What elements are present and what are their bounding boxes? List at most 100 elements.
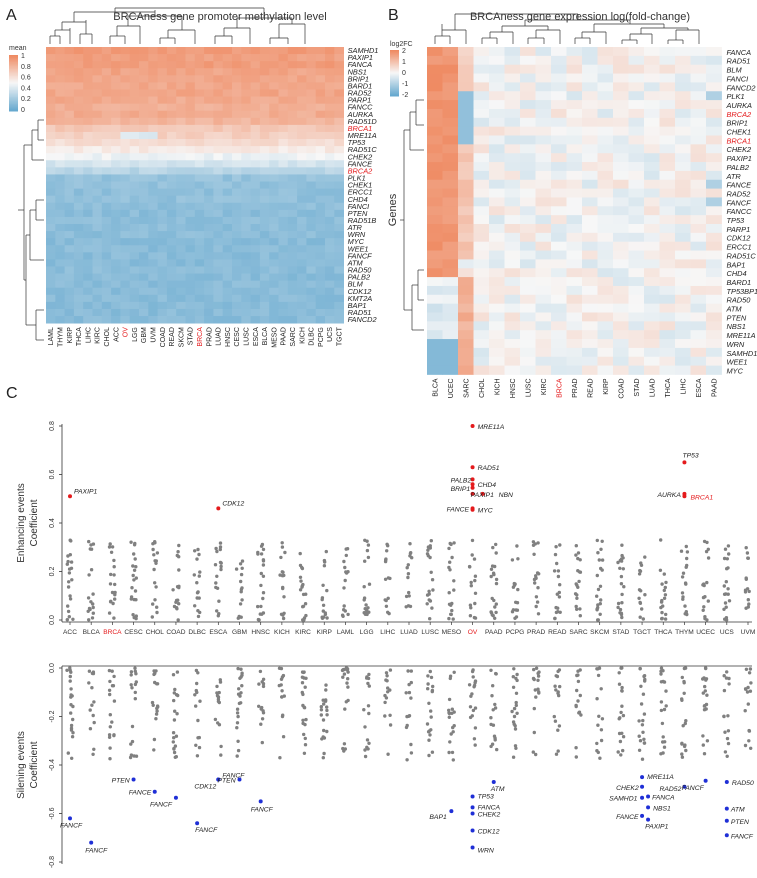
c-bottom-grey-point	[152, 748, 156, 752]
heatmap-b-cell	[597, 215, 614, 225]
legend-b-swatch	[390, 74, 399, 76]
heatmap-a-cell	[297, 224, 307, 232]
legend-a-swatch	[9, 77, 18, 80]
heatmap-b-cell	[613, 55, 629, 66]
c-bottom-grey-point	[173, 709, 177, 713]
c-top-grey-point	[300, 584, 304, 588]
heatmap-a-cell	[73, 75, 84, 83]
heatmap-a-cell	[73, 96, 84, 105]
heatmap-a-cell	[148, 202, 158, 211]
heatmap-a-cell	[46, 280, 56, 289]
heatmap-b-cell	[582, 162, 598, 172]
heatmap-b-cell	[473, 153, 490, 163]
heatmap-a-cell	[213, 202, 224, 211]
panel-a-column-labels: LAML THYM KIRP THCA LIHC KIRC CHOL ACC OV LGG GBM U…	[48, 326, 343, 347]
heatmap-a-cell	[232, 131, 242, 140]
heatmap-a-cell	[111, 252, 121, 260]
c-bottom-grey-point	[511, 685, 516, 689]
heatmap-a-column-label: LUSC	[243, 327, 250, 346]
heatmap-a-cell	[259, 266, 270, 274]
heatmap-b-cell	[442, 144, 459, 154]
heatmap-a-cell	[185, 294, 196, 303]
heatmap-b-cell	[597, 126, 614, 136]
c-top-grey-point	[597, 558, 601, 562]
heatmap-a-cell	[64, 82, 75, 90]
legend-a-swatch	[9, 104, 18, 106]
heatmap-a-cell	[101, 117, 112, 126]
c-bottom-grey-point	[595, 667, 600, 671]
c-top-grey-point	[637, 588, 642, 592]
heatmap-a-cell	[232, 202, 242, 211]
heatmap-a-column-label: KIRC	[95, 327, 102, 344]
c-bottom-grey-point	[619, 666, 623, 670]
panel-letter-c: C	[6, 385, 18, 402]
c-bottom-grey-point	[69, 726, 74, 730]
heatmap-b-cell	[644, 330, 660, 340]
heatmap-a-cell	[250, 75, 261, 83]
c-top-grey-point	[321, 603, 326, 607]
heatmap-a-cell	[315, 209, 326, 218]
c-top-grey-point	[132, 597, 136, 602]
heatmap-a-cell	[111, 224, 121, 232]
heatmap-b-cell	[427, 321, 443, 331]
heatmap-b-cell	[427, 188, 443, 198]
heatmap-a-cell	[232, 252, 242, 260]
heatmap-a-cell	[204, 139, 214, 147]
heatmap-a-cell	[101, 54, 112, 62]
c-top-grey-point	[452, 588, 456, 592]
heatmap-a-cell	[101, 252, 112, 260]
heatmap-b-cell	[706, 126, 722, 136]
c-bottom-grey-point	[363, 754, 368, 759]
c-top-grey-point	[239, 587, 244, 592]
heatmap-b-cell	[628, 153, 645, 163]
heatmap-a-row-label: AURKA	[347, 110, 374, 119]
c-bottom-grey-point	[172, 691, 176, 695]
heatmap-a-cell	[194, 174, 205, 182]
heatmap-a-cell	[204, 68, 214, 76]
c-bottom-grey-point	[150, 700, 155, 705]
heatmap-a-column-label: BLCA	[262, 327, 269, 346]
heatmap-a-cell	[129, 96, 140, 105]
heatmap-a-cell	[315, 75, 326, 83]
heatmap-a-cell	[46, 216, 56, 225]
heatmap-a-cell	[129, 117, 140, 126]
heatmap-a-cell	[213, 294, 224, 303]
panel-c-points	[65, 424, 753, 850]
heatmap-a-cell	[101, 68, 112, 76]
heatmap-a-cell	[250, 202, 261, 211]
heatmap-a-cell	[83, 216, 93, 225]
heatmap-b-cell	[458, 206, 474, 216]
heatmap-a-cell	[334, 47, 344, 55]
c-top-grey-point	[343, 565, 347, 570]
heatmap-a-cell	[120, 188, 131, 197]
heatmap-a-cell	[55, 103, 65, 112]
heatmap-a-cell	[139, 287, 149, 296]
heatmap-b-cell	[551, 108, 567, 119]
heatmap-b-column-label: READ	[587, 378, 594, 397]
heatmap-a-cell	[148, 110, 158, 119]
c-top-red-point	[470, 491, 475, 496]
heatmap-a-row-label: PARP1	[348, 96, 372, 105]
legend-a-tick: 0.2	[21, 96, 31, 103]
c-bottom-grey-point	[112, 699, 117, 703]
heatmap-a-cell	[111, 259, 121, 267]
c-bottom-grey-point	[171, 673, 176, 677]
heatmap-b-row-label: PARP1	[727, 225, 751, 234]
heatmap-a-cell	[166, 188, 177, 197]
heatmap-a-cell	[287, 174, 298, 182]
legend-b-swatch	[390, 60, 399, 62]
heatmap-a-cell	[250, 131, 261, 140]
c-bottom-grey-point	[574, 746, 578, 750]
c-bottom-grey-point	[430, 688, 435, 693]
c-top-grey-point	[578, 614, 582, 618]
heatmap-a-cell	[129, 202, 140, 211]
heatmap-b-cell	[473, 82, 490, 92]
heatmap-a-cell	[222, 82, 233, 90]
heatmap-a-cell	[306, 47, 317, 55]
heatmap-a-cell	[73, 124, 84, 133]
heatmap-a-cell	[287, 224, 298, 232]
heatmap-a-cell	[287, 209, 298, 218]
heatmap-a-cell	[139, 266, 149, 274]
c-top-grey-point	[301, 592, 306, 597]
heatmap-a-cell	[278, 273, 289, 282]
